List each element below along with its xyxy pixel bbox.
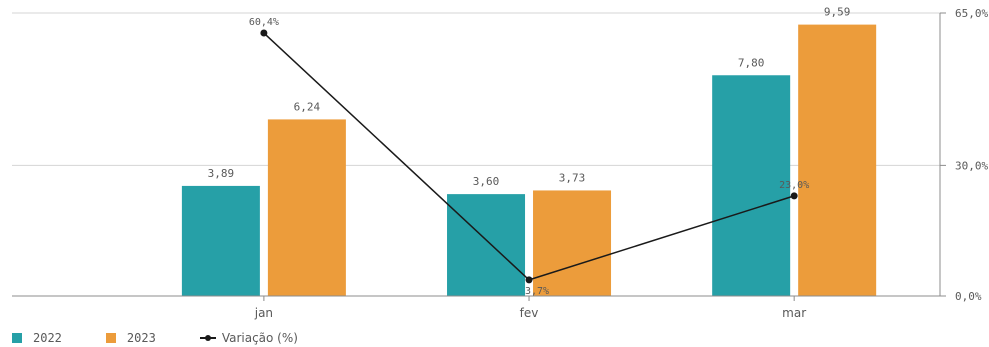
x-axis-label-jan: jan [254,306,273,320]
bar-2023-mar [798,24,877,297]
bar-label-2023-mar: 9,59 [824,6,851,19]
axes: 0,0% 30,0% 65,0% jan fev mar [12,7,988,320]
bar-2022-mar [712,75,791,296]
variation-point-jan [260,29,268,37]
variation-label-jan: 60,4% [249,17,279,28]
variation-line: 60,4% 3,7% 23,0% [249,17,809,297]
bar-label-2023-jan: 6,24 [294,100,321,113]
legend-label-2022: 2022 [33,331,62,345]
legend: 2022 2023 Variação (%) [12,331,342,345]
bar-label-2022-fev: 3,60 [473,175,500,188]
legend-label-2023: 2023 [126,331,156,345]
legend-line-marker-icon [199,333,216,343]
x-axis-label-mar: mar [782,306,806,320]
variation-label-mar: 23,0% [779,180,809,191]
bar-labels: 3,89 3,60 7,80 6,24 3,73 9,59 [208,6,851,189]
bar-2022-fev [447,194,526,296]
variation-label-fev: 3,7% [525,286,549,297]
bar-label-2022-jan: 3,89 [208,167,235,180]
bar-2023-jan [267,119,346,297]
bar-label-2022-mar: 7,80 [738,56,765,69]
bar-label-2023-fev: 3,73 [559,171,586,184]
right-axis-tick-label: 30,0% [955,159,988,172]
legend-item-2023[interactable]: 2023 [105,331,156,345]
bar-2022-jan [181,185,260,296]
x-axis-label-fev: fev [520,306,539,320]
right-axis-tick-label: 0,0% [955,290,982,303]
right-axis-tick-label: 65,0% [955,7,988,20]
variation-point-mar [790,192,798,200]
bar-2023-fev [533,190,612,296]
legend-item-variacao[interactable]: Variação (%) [199,331,298,345]
legend-label-variacao: Variação (%) [221,331,298,345]
bars [181,24,877,297]
legend-item-2022[interactable]: 2022 [12,331,62,345]
variation-point-fev [525,276,533,284]
legend-swatch-2023 [105,333,116,343]
legend-swatch-2022 [12,333,22,343]
